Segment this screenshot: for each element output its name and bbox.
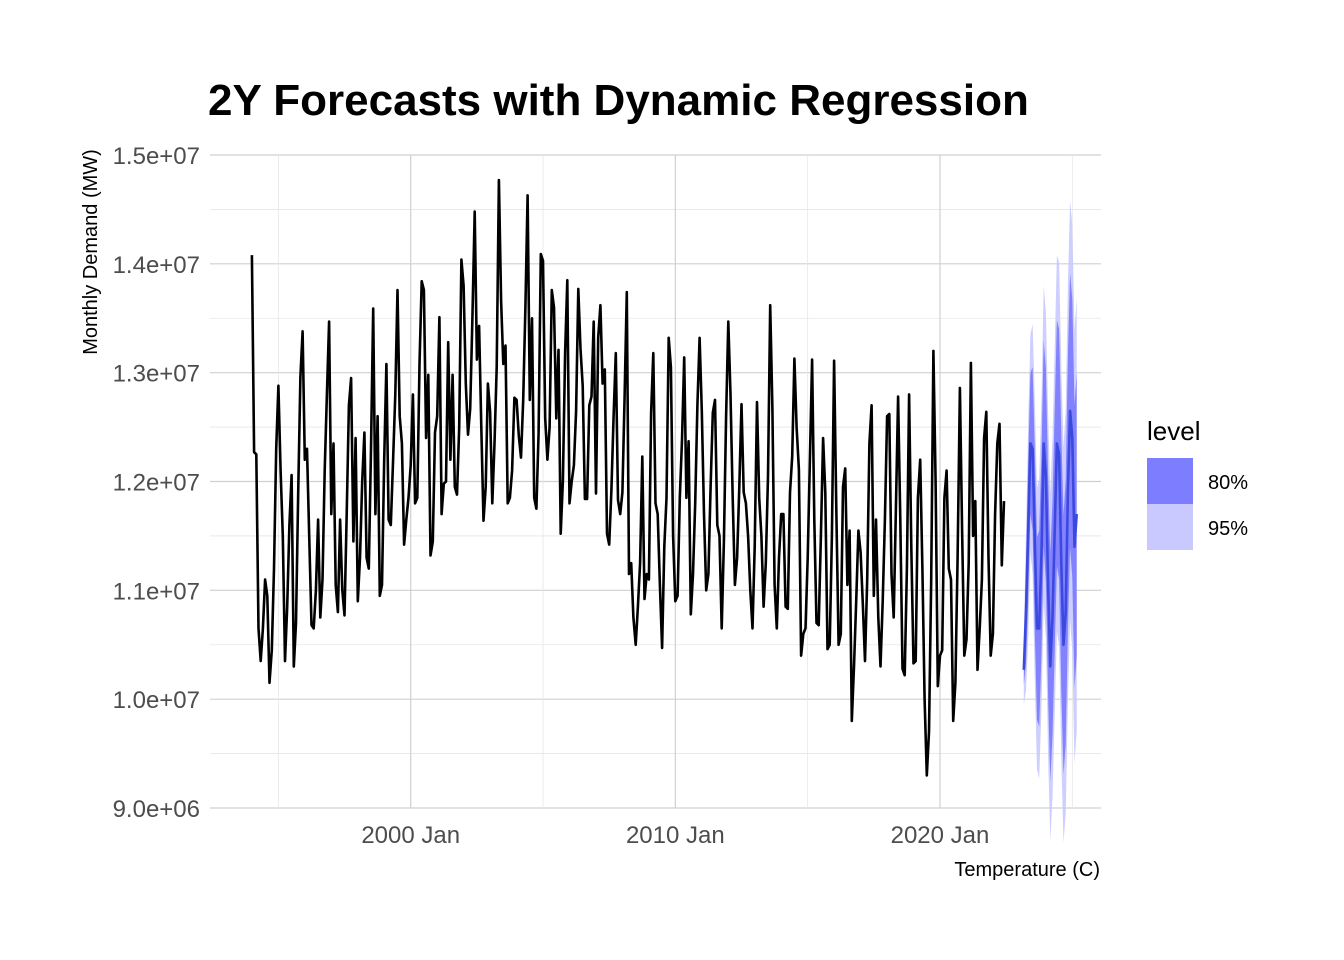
y-tick-label: 1.4e+07 xyxy=(113,252,200,279)
x-axis-label: Temperature (C) xyxy=(954,859,1100,881)
legend-label: 80% xyxy=(1208,472,1248,494)
legend: level 80% 95% xyxy=(1147,416,1248,550)
y-tick-label: 1.3e+07 xyxy=(113,361,200,388)
y-axis-ticks: 9.0e+06 1.0e+07 1.1e+07 1.2e+07 1.3e+07 1.4e+… xyxy=(113,143,200,823)
y-tick-label: 1.1e+07 xyxy=(113,578,200,605)
forecast-line xyxy=(1022,409,1078,670)
x-tick-label: 2020 Jan xyxy=(891,822,990,849)
history-line xyxy=(250,178,1006,777)
x-tick-label: 2010 Jan xyxy=(626,822,725,849)
legend-title: level xyxy=(1147,416,1200,446)
y-axis-label: Monthly Demand (MW) xyxy=(80,149,102,355)
series-lines xyxy=(250,178,1078,777)
forecast-bands xyxy=(1023,200,1077,843)
chart-title: 2Y Forecasts with Dynamic Regression xyxy=(208,76,1029,125)
y-tick-label: 1.0e+07 xyxy=(113,687,200,714)
legend-swatch xyxy=(1147,504,1193,550)
y-tick-label: 9.0e+06 xyxy=(113,796,200,823)
x-tick-label: 2000 Jan xyxy=(361,822,460,849)
legend-swatch xyxy=(1147,458,1193,504)
x-axis-ticks: 2000 Jan 2010 Jan 2020 Jan xyxy=(361,822,989,849)
y-tick-label: 1.2e+07 xyxy=(113,470,200,497)
band-80 xyxy=(1023,273,1077,781)
legend-label: 95% xyxy=(1208,518,1248,540)
y-tick-label: 1.5e+07 xyxy=(113,143,200,170)
